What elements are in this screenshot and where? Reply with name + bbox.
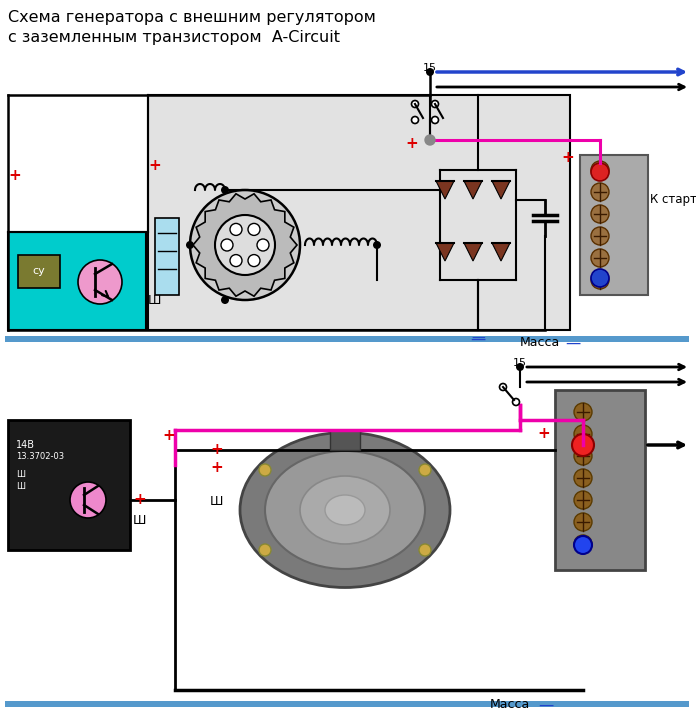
Text: +: + <box>537 426 550 441</box>
Polygon shape <box>436 181 454 199</box>
Text: +: + <box>210 442 223 457</box>
Text: Ш: Ш <box>210 495 223 508</box>
Text: +: + <box>8 168 21 183</box>
Circle shape <box>190 190 300 300</box>
Bar <box>18 255 60 288</box>
Circle shape <box>591 271 609 289</box>
Circle shape <box>591 205 609 223</box>
Bar <box>155 218 179 295</box>
Text: 15: 15 <box>513 358 527 368</box>
Bar <box>148 95 570 330</box>
Polygon shape <box>436 243 454 261</box>
Text: Ш: Ш <box>148 293 161 306</box>
Circle shape <box>572 434 594 456</box>
Text: +: + <box>162 428 175 442</box>
Circle shape <box>432 116 438 124</box>
Bar <box>580 155 648 295</box>
Circle shape <box>248 224 260 235</box>
Text: Ш: Ш <box>16 482 25 491</box>
Circle shape <box>257 239 269 251</box>
Circle shape <box>591 227 609 245</box>
Text: +: + <box>406 135 418 150</box>
Circle shape <box>373 241 381 249</box>
Bar <box>330 430 360 450</box>
Circle shape <box>574 535 592 553</box>
Text: Масса: Масса <box>520 336 560 349</box>
Circle shape <box>78 260 122 304</box>
Circle shape <box>512 398 519 406</box>
Text: +: + <box>562 150 574 165</box>
Circle shape <box>215 215 275 275</box>
Circle shape <box>591 183 609 201</box>
Circle shape <box>186 241 194 249</box>
Text: су: су <box>33 267 45 277</box>
Circle shape <box>426 68 434 76</box>
Text: Масса: Масса <box>490 698 530 711</box>
Text: +: + <box>148 157 161 173</box>
Bar <box>5 701 689 707</box>
Text: —: — <box>471 332 485 346</box>
Circle shape <box>419 544 431 556</box>
Text: —: — <box>538 698 553 713</box>
Circle shape <box>574 513 592 531</box>
Ellipse shape <box>240 433 450 587</box>
Text: —: — <box>565 336 580 351</box>
Circle shape <box>425 135 435 145</box>
Text: Ш: Ш <box>16 470 25 479</box>
Circle shape <box>259 464 271 476</box>
Bar <box>5 336 689 342</box>
Polygon shape <box>464 243 482 261</box>
Polygon shape <box>492 181 510 199</box>
Ellipse shape <box>265 451 425 569</box>
Text: +: + <box>133 493 145 508</box>
Circle shape <box>259 544 271 556</box>
Circle shape <box>516 363 524 371</box>
Text: Схема генератора с внешним регулятором: Схема генератора с внешним регулятором <box>8 10 376 25</box>
Circle shape <box>221 186 229 194</box>
Circle shape <box>230 224 242 235</box>
Circle shape <box>419 464 431 476</box>
Circle shape <box>574 425 592 443</box>
Circle shape <box>221 239 233 251</box>
Text: 14В: 14В <box>16 440 35 450</box>
Circle shape <box>574 491 592 509</box>
Bar <box>8 232 146 330</box>
Text: +: + <box>210 460 223 475</box>
Circle shape <box>70 482 106 518</box>
Bar <box>8 420 130 550</box>
Text: К стартеру: К стартеру <box>650 193 696 206</box>
Polygon shape <box>464 181 482 199</box>
Circle shape <box>591 163 609 181</box>
Circle shape <box>221 296 229 304</box>
Text: 13.3702-03: 13.3702-03 <box>16 452 64 461</box>
Circle shape <box>591 249 609 267</box>
Circle shape <box>574 469 592 487</box>
Circle shape <box>411 101 418 108</box>
Ellipse shape <box>300 476 390 544</box>
Circle shape <box>500 383 507 390</box>
Circle shape <box>230 255 242 267</box>
Circle shape <box>591 269 609 287</box>
Polygon shape <box>492 243 510 261</box>
Text: 15: 15 <box>423 63 437 73</box>
Ellipse shape <box>325 495 365 525</box>
Text: Ш: Ш <box>133 513 146 526</box>
Polygon shape <box>193 194 297 296</box>
Circle shape <box>574 403 592 421</box>
Circle shape <box>591 161 609 179</box>
Circle shape <box>248 255 260 267</box>
Circle shape <box>574 536 592 554</box>
Circle shape <box>432 101 438 108</box>
Bar <box>555 390 645 570</box>
Circle shape <box>574 447 592 465</box>
Text: с заземленным транзистором  A-Circuit: с заземленным транзистором A-Circuit <box>8 30 340 45</box>
Text: —: — <box>470 332 486 347</box>
Circle shape <box>411 116 418 124</box>
